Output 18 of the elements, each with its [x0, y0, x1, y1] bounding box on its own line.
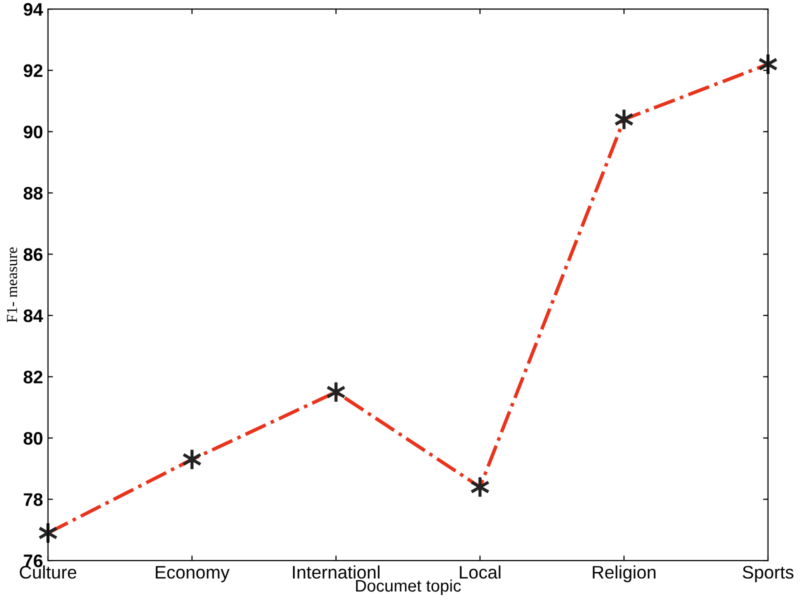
x-tick-label: Culture	[20, 565, 76, 579]
x-tick-label: Internationl	[293, 565, 380, 579]
y-tick-label: 88	[24, 186, 43, 200]
x-tick-label: Local	[460, 565, 500, 579]
y-tick-label: 80	[24, 432, 42, 445]
y-tick-label: 92	[24, 64, 42, 78]
x-tick-label: Religion	[592, 565, 656, 582]
x-tick-label: Sports	[742, 566, 794, 582]
y-tick-label: 84	[24, 309, 44, 322]
x-axis-title: Documet topic	[356, 579, 461, 595]
x-tick-label: Economy	[156, 566, 230, 582]
y-tick-label: 76	[24, 554, 42, 568]
y-tick-label: 78	[24, 493, 43, 506]
y-tick-label: 90	[24, 126, 42, 138]
y-tick-label: 86	[24, 248, 42, 261]
y-tick-label: 82	[24, 370, 42, 384]
y-tick-label: 94	[24, 3, 44, 16]
y-axis-title: F1- measure	[6, 247, 18, 322]
